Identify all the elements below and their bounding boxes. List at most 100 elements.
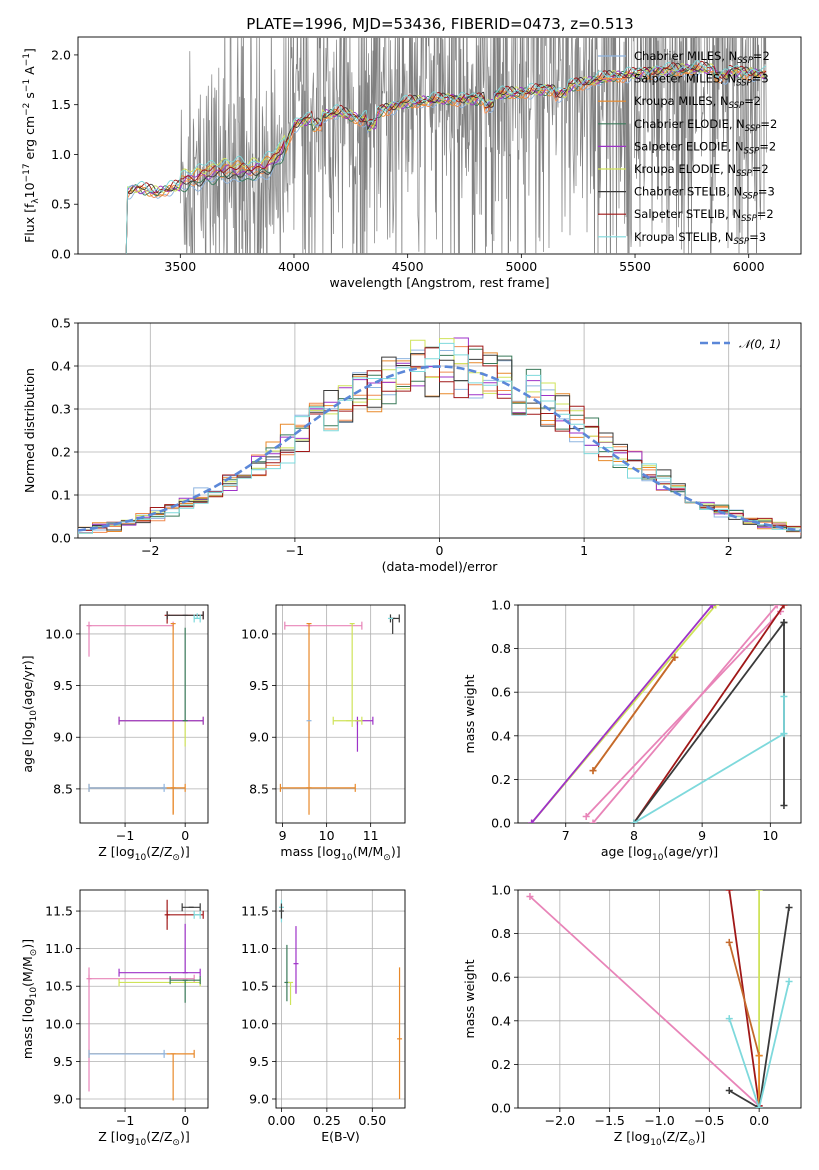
massweight-vs-Z-series-8-marker-1 — [755, 1104, 763, 1108]
massweight-vs-Z-ylabel: mass weight — [462, 959, 477, 1038]
mass-vs-Z-point-8 — [88, 1049, 167, 1058]
spectrum-ylabel: Flux [fλ10−17 erg cm−2 s−1 A−1] — [22, 48, 41, 243]
spectrum-legend-label-8: Kroupa STELIB, NSSP=3 — [634, 230, 766, 247]
age-vs-Z-point-10 — [88, 783, 167, 792]
spectrum-legend-label-1: Salpeter MILES, NSSP=3 — [634, 72, 769, 89]
mass-vs-EBV-ytick-label-4: 11.0 — [241, 941, 269, 956]
massweight-vs-age-series-10-marker-1 — [780, 693, 788, 701]
residuals-xtick-label-3: 1 — [580, 543, 588, 558]
massweight-vs-age-ytick-label-5: 1.0 — [491, 598, 511, 613]
massweight-vs-Z-series-0-marker-0 — [526, 893, 534, 901]
age-vs-mass-point-4 — [306, 622, 312, 815]
massweight-vs-age-series-5-marker-1 — [773, 605, 781, 609]
massweight-vs-Z-xtick-label-1: −1.5 — [594, 1113, 624, 1128]
age-vs-mass-ytick-label-1: 9.0 — [249, 730, 269, 745]
spectrum-model-line-3 — [125, 64, 767, 254]
massweight-vs-Z-series-3-marker-0 — [725, 938, 733, 946]
mass-vs-EBV-plot-area — [278, 899, 403, 1099]
spectrum-xtick-label-4: 5500 — [619, 259, 651, 274]
residuals-legend-label: 𝒩(0, 1) — [739, 337, 781, 351]
massweight-vs-Z-series-7-marker-0 — [785, 978, 793, 986]
spectrum-ytick-label-0: 0.0 — [51, 247, 71, 262]
residuals-xtick-label-1: −1 — [286, 543, 304, 558]
massweight-vs-Z-ytick-label-0: 0.0 — [491, 1101, 511, 1116]
age-vs-mass-point-2 — [284, 621, 363, 630]
mass-vs-EBV-point-3 — [288, 981, 294, 1006]
massweight-vs-age-series-9-marker-0 — [630, 819, 638, 823]
age-vs-Z-xtick-label-0: −1 — [116, 828, 134, 843]
residuals-ytick-label-0: 0.0 — [51, 531, 71, 546]
mass-vs-Z-xtick-label-0: −1 — [116, 1113, 134, 1128]
spectrum-xtick-label-5: 6000 — [733, 259, 765, 274]
massweight-vs-Z-series-2-marker-0 — [755, 890, 763, 894]
residuals-frame — [77, 322, 802, 539]
spectrum-model-line-7 — [125, 60, 767, 254]
massweight-vs-Z-frame — [517, 889, 802, 1109]
massweight-vs-age-xtick-label-0: 7 — [562, 828, 570, 843]
massweight-vs-Z-series-6 — [728, 1089, 760, 1108]
age-vs-Z-point-4 — [170, 622, 176, 815]
massweight-vs-age-xtick-label-2: 9 — [698, 828, 706, 843]
mass-vs-Z-ytick-label-3: 10.5 — [45, 979, 73, 994]
mass-vs-Z-point-1 — [181, 903, 201, 912]
massweight-vs-age-series-6 — [633, 605, 785, 823]
age-vs-Z-point-2 — [193, 613, 201, 623]
mass-vs-EBV-ytick-label-0: 9.0 — [249, 1091, 269, 1106]
massweight-vs-age-ytick-label-4: 0.8 — [491, 641, 511, 656]
spectrum-xtick-label-3: 5000 — [505, 259, 537, 274]
massweight-vs-Z-series-0 — [529, 895, 760, 1107]
massweight-vs-age-series-3-marker-0 — [589, 767, 597, 775]
spectrum-legend-label-4: Salpeter ELODIE, NSSP=2 — [634, 139, 776, 156]
residuals-xtick-label-0: −2 — [141, 543, 159, 558]
mass-vs-EBV-ytick-label-2: 10.0 — [241, 1016, 269, 1031]
residuals-ytick-label-5: 0.5 — [51, 316, 71, 331]
spectrum-xtick-label-0: 3500 — [164, 259, 196, 274]
residuals-ytick-label-1: 0.1 — [51, 488, 71, 503]
massweight-vs-age-ylabel: mass weight — [462, 674, 477, 753]
residuals-ytick-label-2: 0.2 — [51, 445, 71, 460]
massweight-vs-age-frame — [517, 604, 802, 824]
mass-vs-Z-point-3 — [118, 923, 201, 977]
mass-vs-Z-ytick-label-1: 9.5 — [53, 1054, 73, 1069]
massweight-vs-Z-xtick-label-2: −1.0 — [644, 1113, 674, 1128]
massweight-vs-age-series-1-marker-1 — [708, 605, 716, 609]
residuals-gaussian-curve — [78, 365, 801, 532]
massweight-vs-Z-ytick-label-5: 1.0 — [491, 883, 511, 898]
mass-vs-Z-xtick-label-1: 0 — [181, 1113, 189, 1128]
spectrum-plot-area — [125, 37, 767, 254]
age-vs-mass-xtick-label-1: 10 — [319, 828, 335, 843]
massweight-vs-age-series-8-marker-1 — [780, 802, 788, 810]
massweight-vs-age-ytick-label-0: 0.0 — [491, 816, 511, 831]
massweight-vs-Z-ytick-label-3: 0.6 — [491, 970, 511, 985]
mass-vs-EBV-point-1 — [278, 903, 284, 919]
mass-vs-EBV-xlabel: E(B-V) — [321, 1129, 360, 1144]
massweight-vs-age-series-3-marker-1 — [671, 653, 679, 661]
massweight-vs-Z-series-5-marker-0 — [785, 903, 793, 911]
mass-vs-Z-point-2 — [193, 910, 201, 919]
mass-vs-Z-ylabel: mass [log10(M/M⊙)] — [20, 939, 39, 1059]
spectrum-ytick-label-4: 2.0 — [51, 47, 71, 62]
spectrum-legend-label-6: Chabrier STELIB, NSSP=3 — [634, 185, 775, 202]
mass-vs-EBV-frame — [275, 889, 406, 1109]
mass-vs-Z-point-4 — [86, 967, 195, 1092]
mass-vs-EBV-ytick-label-5: 11.5 — [241, 904, 269, 919]
massweight-vs-Z-series-7 — [758, 981, 790, 1108]
massweight-vs-age-series-8-marker-0 — [780, 618, 788, 626]
massweight-vs-age-series-9 — [633, 732, 785, 823]
age-vs-mass-point-3 — [349, 622, 355, 727]
spectrum-ytick-label-2: 1.0 — [51, 147, 71, 162]
mass-vs-Z-point-6 — [169, 976, 201, 1003]
residuals-ytick-label-3: 0.3 — [51, 402, 71, 417]
massweight-vs-Z-xtick-label-4: 0.0 — [749, 1113, 769, 1128]
massweight-vs-Z-series-5 — [758, 907, 790, 1108]
mass-vs-Z-ytick-label-0: 9.0 — [53, 1091, 73, 1106]
mass-vs-Z-xlabel: Z [log10(Z/Z⊙)] — [98, 1129, 189, 1148]
mass-vs-EBV-axes: 0.00 0.25 0.50 9.0 9.5 10.0 10.5 11.0 11.5 E(B-V) — [241, 889, 406, 1144]
massweight-vs-Z-ytick-label-2: 0.4 — [491, 1013, 511, 1028]
mass-vs-EBV-ytick-label-3: 10.5 — [241, 979, 269, 994]
age-vs-Z-ytick-label-3: 10.0 — [45, 626, 73, 641]
age-vs-mass-point-6 — [332, 716, 363, 725]
massweight-vs-age-series-5-marker-0 — [589, 819, 597, 823]
massweight-vs-Z-xtick-label-0: −2.0 — [545, 1113, 575, 1128]
